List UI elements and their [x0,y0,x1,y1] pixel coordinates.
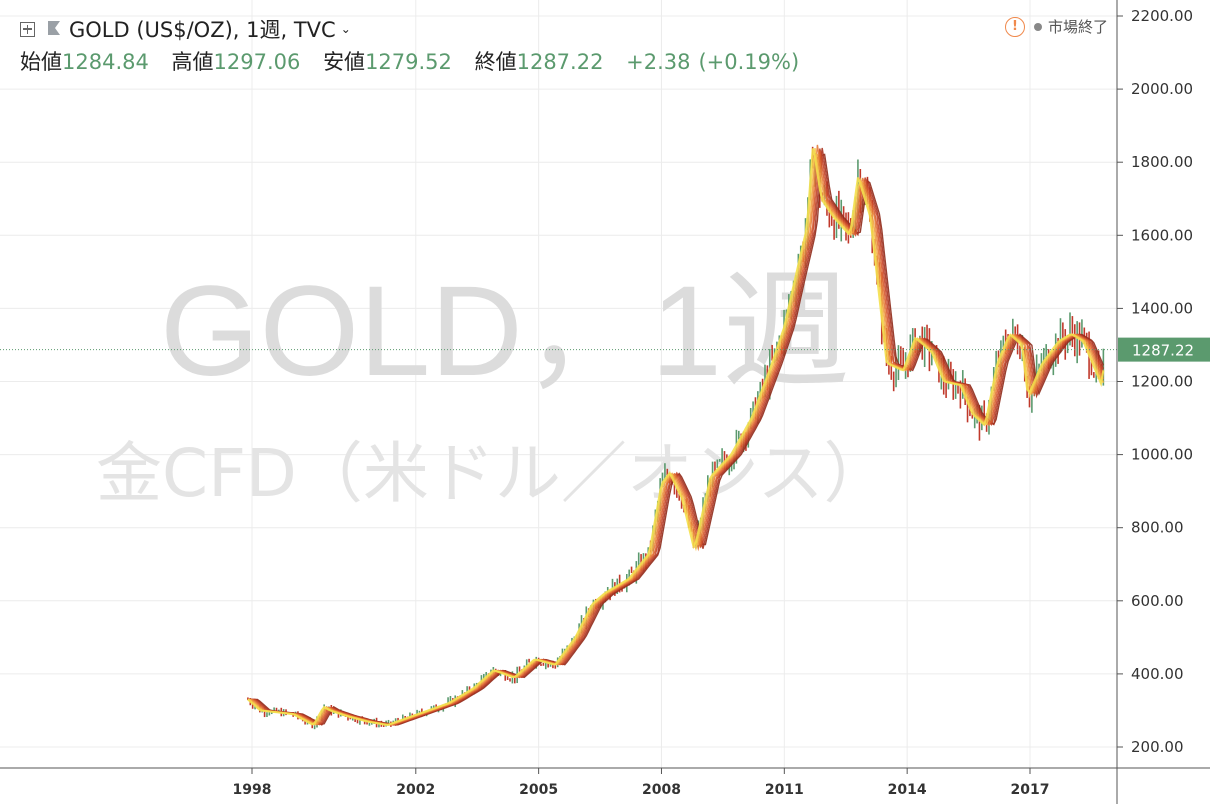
close-value: 1287.22 [516,50,604,74]
y-tick-label: 1600.00 [1131,226,1193,244]
ohlc-values: 始値1284.84 高値1297.06 安値1279.52 終値1287.22 … [20,46,807,76]
chart-header: GOLD (US$/OZ), 1週, TVC ⌄ 始値1284.84 高値129… [0,0,1117,90]
last-price-label: 1287.22 [1132,342,1194,360]
close-label: 終値 [474,50,517,74]
symbol-row: GOLD (US$/OZ), 1週, TVC ⌄ [20,14,351,44]
watermark: GOLD，1週 金CFD（米ドル／オンス） [96,260,890,512]
y-tick-label: 2000.00 [1131,80,1193,98]
y-tick-label: 1200.00 [1131,373,1193,391]
moving-average-line [247,148,1105,726]
expand-icon[interactable] [20,21,35,37]
y-tick-label: 1000.00 [1131,446,1193,464]
y-tick-label: 600.00 [1131,592,1184,610]
low-label: 安値 [323,50,366,74]
y-tick-label: 400.00 [1131,665,1184,683]
x-tick-label: 2017 [1011,782,1050,798]
change-value: +2.38 [626,50,691,74]
high-label: 高値 [171,50,214,74]
x-tick-label: 1998 [233,782,272,798]
symbol-title[interactable]: GOLD (US$/OZ), 1週, TVC [69,18,336,42]
y-tick-label: 800.00 [1131,519,1184,537]
market-status-text: 市場終了 [1047,18,1108,36]
x-tick-label: 2002 [396,782,435,798]
x-tick-label: 2011 [765,782,804,798]
x-tick-label: 2014 [888,782,927,798]
flag-icon[interactable] [47,20,61,38]
high-value: 1297.06 [213,50,301,74]
y-tick-label: 1800.00 [1131,153,1193,171]
low-value: 1279.52 [365,50,452,74]
open-label: 始値 [20,50,62,74]
y-tick-label: 2200.00 [1131,7,1193,25]
y-tick-label: 200.00 [1131,738,1184,756]
y-tick-label: 1400.00 [1131,299,1193,317]
market-status[interactable]: ! 市場終了 [1004,16,1108,37]
x-tick-label: 2008 [642,782,681,798]
chevron-down-icon[interactable]: ⌄ [340,22,351,36]
status-dot-icon [1033,22,1042,31]
x-tick-label: 2005 [519,782,558,798]
open-value: 1284.84 [62,50,149,74]
change-percent: (+0.19%) [698,50,800,74]
watermark-symbol: GOLD，1週 [160,260,850,403]
moving-average-ribbon [247,144,1105,726]
last-price-tag [1118,337,1210,362]
watermark-description: 金CFD（米ドル／オンス） [96,435,890,512]
alert-icon[interactable]: ! [1004,16,1025,37]
